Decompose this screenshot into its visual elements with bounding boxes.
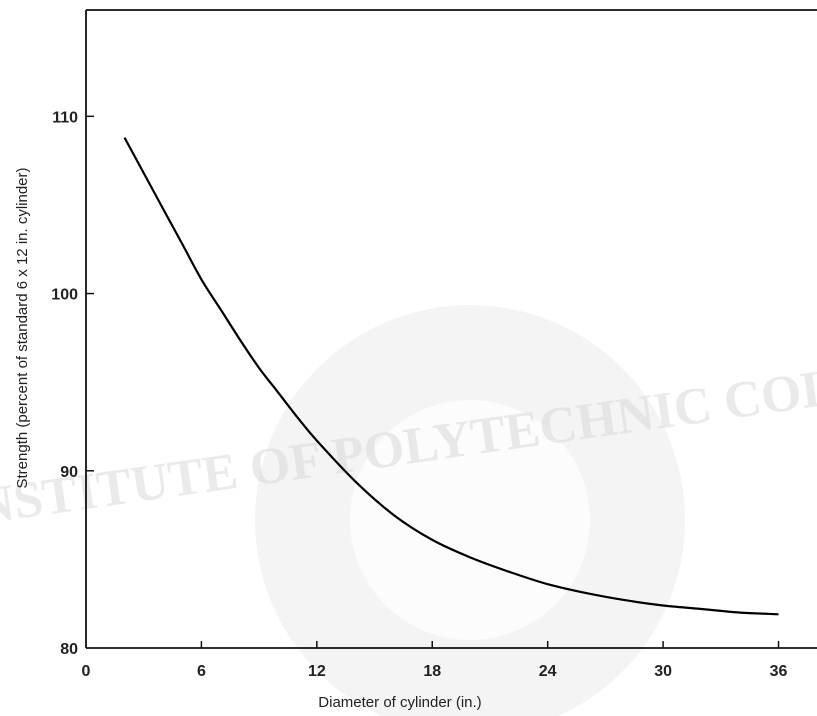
watermark-inner-circle	[350, 400, 590, 640]
series-line	[123, 137, 779, 616]
y-tick-label: 80	[60, 641, 78, 658]
axis-labels: Diameter of cylinder (in.) Strength (perc…	[14, 167, 482, 711]
x-tick-label: 6	[197, 663, 206, 680]
watermark: INSTITUTE OF POLYTECHNIC COLLEGE	[0, 305, 817, 716]
y-tick-label: 90	[60, 464, 78, 481]
axes: 0 6 12 18 24 30 36 80 90 100 110	[51, 9, 817, 680]
x-tick-label: 30	[654, 663, 672, 680]
x-tick-label: 0	[82, 663, 91, 680]
x-tick-label: 12	[308, 663, 326, 680]
x-tick-label: 18	[423, 663, 441, 680]
y-axis-label: Strength (percent of standard 6 x 12 in.…	[14, 167, 31, 488]
x-axis-label: Diameter of cylinder (in.)	[318, 694, 481, 711]
y-tick-label: 100	[51, 287, 78, 304]
plot-area	[123, 137, 779, 616]
x-tick-label: 24	[539, 663, 557, 680]
y-tick-label: 110	[52, 109, 78, 126]
x-tick-label: 36	[770, 663, 788, 680]
